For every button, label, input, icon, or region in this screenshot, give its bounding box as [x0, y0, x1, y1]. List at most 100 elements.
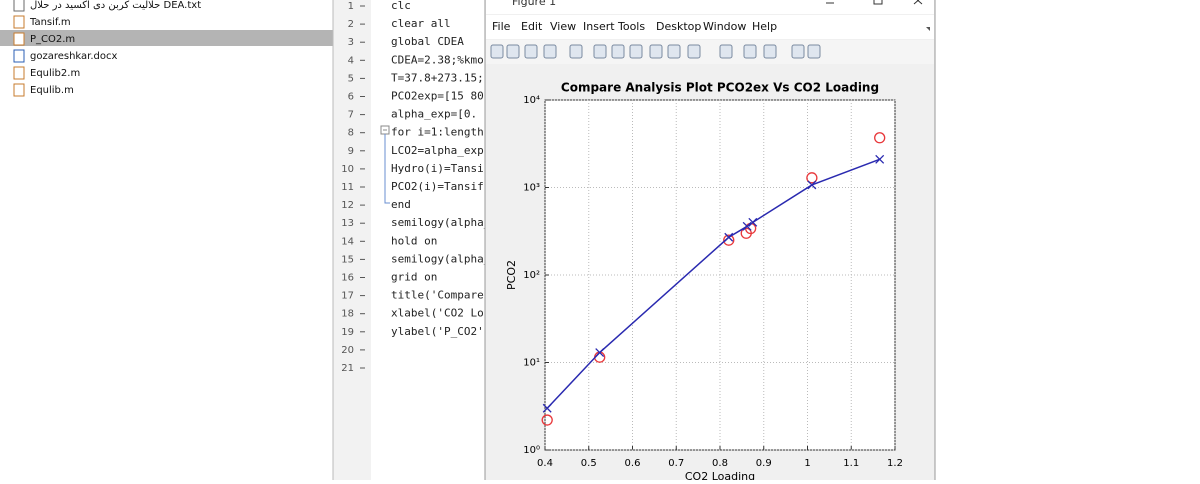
file-name[interactable]: Tansif.m	[29, 17, 71, 28]
marker-cross	[542, 403, 552, 413]
menu-item[interactable]: Desktop	[656, 20, 701, 33]
code-line: xlabel('CO2 Loa	[391, 307, 490, 320]
code-line: Hydro(i)=Tansif	[391, 162, 490, 175]
file-name[interactable]: حلالیت کربن دی اکسید در حلال DEA.txt	[30, 0, 201, 11]
x-tick-label: 1	[804, 458, 810, 469]
code-line: ylabel('P_CO2')	[391, 325, 490, 338]
tool-button[interactable]	[667, 44, 681, 59]
line-number: 11	[341, 182, 354, 193]
tool-button[interactable]	[543, 44, 557, 59]
menu-item[interactable]: Insert	[583, 20, 615, 33]
y-tick-label: 10³	[523, 183, 540, 194]
menu-item[interactable]: File	[492, 20, 511, 33]
code-line: global CDEA	[391, 35, 464, 48]
line-number: 15	[341, 254, 354, 265]
line-number: 5	[348, 73, 354, 84]
line-number: 21	[341, 363, 354, 374]
line-gutter	[333, 0, 371, 480]
window-title: Figure 1	[512, 0, 556, 8]
line-number: 17	[341, 291, 354, 302]
x-tick-label: 1.2	[887, 458, 903, 469]
x-tick-label: 0.4	[537, 458, 553, 469]
code-line: title('Compare	[391, 289, 484, 302]
file-name[interactable]: Equlib2.m	[30, 68, 80, 79]
maximize[interactable]	[873, 0, 883, 5]
menu-item[interactable]: View	[550, 20, 576, 33]
marker-circle	[874, 132, 886, 144]
tool-button[interactable]	[629, 44, 643, 59]
file-icon	[13, 66, 25, 80]
tool-button[interactable]	[506, 44, 520, 59]
menu-item[interactable]: Window	[703, 20, 746, 33]
close[interactable]	[913, 0, 923, 5]
chart-title: Compare Analysis Plot PCO2ex Vs CO2 Load…	[561, 81, 879, 95]
code-line: PCO2(i)=Tansif(	[391, 180, 490, 193]
line-number: 7	[348, 110, 354, 121]
file-icon	[13, 32, 25, 46]
file-panel	[0, 0, 333, 480]
line-number: 9	[348, 146, 354, 157]
tool-button[interactable]	[524, 44, 538, 59]
marker-cross	[807, 180, 817, 190]
menu-item[interactable]: Help	[752, 20, 777, 33]
tool-button[interactable]	[490, 44, 504, 59]
menu-item[interactable]: Tools	[617, 20, 645, 33]
code-line: CDEA=2.38;%kmol	[391, 53, 490, 66]
tool-button[interactable]	[649, 44, 663, 59]
line-number: 8	[348, 128, 354, 139]
x-tick-label: 0.7	[668, 458, 684, 469]
dock-arrow[interactable]	[926, 27, 930, 31]
code-line: grid on	[391, 271, 437, 284]
file-name[interactable]: Equlib.m	[30, 85, 74, 96]
line-number: 20	[341, 345, 354, 356]
marker-circle	[541, 414, 553, 426]
tool-button[interactable]	[611, 44, 625, 59]
code-line: alpha_exp=[0.	[391, 108, 477, 121]
line-number: 6	[348, 92, 354, 103]
menu-bar	[486, 15, 934, 39]
x-tick-label: 0.8	[712, 458, 728, 469]
file-name[interactable]: P_CO2.m	[30, 34, 75, 45]
code-line: semilogy(alpha_	[391, 216, 491, 229]
file-icon	[13, 83, 25, 97]
tool-button[interactable]	[791, 44, 805, 59]
marker-circle	[806, 172, 818, 184]
file-icon	[13, 0, 25, 12]
code-line: end	[391, 198, 411, 211]
code-line: for i=1:length(	[391, 126, 490, 139]
title-bar	[486, 0, 934, 14]
file-icon	[13, 49, 25, 63]
file-icon	[13, 15, 25, 29]
tool-button[interactable]	[569, 44, 583, 59]
y-tick-label: 10¹	[523, 358, 540, 369]
tool-button[interactable]	[807, 44, 821, 59]
code-line: LCO2=alpha_exp(	[391, 144, 490, 157]
marker-cross	[875, 154, 885, 164]
x-tick-label: 0.5	[581, 458, 597, 469]
code-line: PCO2exp=[15 80	[391, 90, 484, 103]
code-area	[371, 0, 485, 480]
code-line: T=37.8+273.15;	[391, 71, 484, 84]
code-line: clc	[391, 0, 411, 12]
marker-circle	[723, 234, 735, 246]
code-line: clear all	[391, 17, 451, 30]
line-number: 13	[341, 218, 354, 229]
line-number: 1	[348, 1, 354, 12]
menu-item[interactable]: Edit	[521, 20, 543, 33]
file-name[interactable]: gozareshkar.docx	[30, 51, 118, 62]
x-axis-label: CO2 Loading	[685, 470, 755, 480]
y-tick-label: 10⁴	[523, 95, 540, 106]
line-number: 19	[341, 327, 354, 338]
tool-button[interactable]	[763, 44, 777, 59]
tool-button[interactable]	[593, 44, 607, 59]
line-number: 3	[348, 37, 354, 48]
tool-button[interactable]	[743, 44, 757, 59]
fold-bracket	[384, 134, 390, 204]
line-number: 14	[341, 236, 354, 247]
selected-row	[0, 30, 333, 46]
line-number: 2	[348, 19, 354, 30]
tool-button[interactable]	[687, 44, 701, 59]
line-number: 10	[341, 164, 354, 175]
tool-button[interactable]	[719, 44, 733, 59]
